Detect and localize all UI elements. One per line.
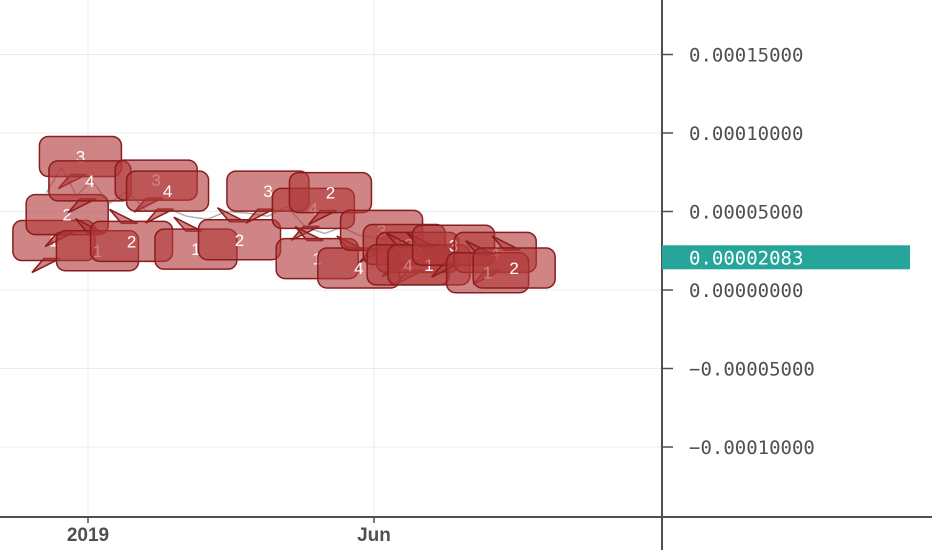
y-tick-label: −0.00005000 <box>689 359 815 381</box>
annotation-marker[interactable]: 2 <box>288 171 373 226</box>
last-value-marker: 0.00002083 <box>662 245 910 270</box>
annotation-label: 2 <box>235 231 244 250</box>
annotation-label: 2 <box>326 184 335 203</box>
annotation-marker[interactable]: 2 <box>197 207 282 261</box>
annotation-marker[interactable]: 4 <box>48 160 132 214</box>
x-axis-tick-labels: 2019 Jun <box>67 517 391 546</box>
y-tick-label: 0.00015000 <box>689 45 803 67</box>
y-axis-tick-labels: 0.00015000 0.00010000 0.00005000 0.00000000… <box>662 45 815 459</box>
y-tick-label: 0.00005000 <box>689 202 803 224</box>
last-value-badge <box>662 245 910 270</box>
y-tick-label: −0.00010000 <box>689 437 815 459</box>
y-tick-label: 0.00000000 <box>689 280 803 302</box>
annotation-label: 4 <box>85 172 94 191</box>
annotation-box <box>125 170 210 212</box>
annotation-label: 3 <box>263 182 272 201</box>
annotation-box <box>472 247 556 289</box>
annotation-label: 1 <box>191 240 200 259</box>
x-tick-label: 2019 <box>67 525 109 546</box>
y-tick-label: 0.00010000 <box>689 123 803 145</box>
annotation-label: 3 <box>76 148 85 167</box>
annotation-label: 4 <box>354 259 363 278</box>
annotation-marker[interactable]: 4 <box>125 170 210 224</box>
annotation-markers: 1234123412342143232413412 <box>12 135 556 294</box>
annotation-marker[interactable]: 2 <box>472 235 556 289</box>
annotation-label: 4 <box>163 182 172 201</box>
annotation-label: 2 <box>62 206 71 225</box>
x-tick-label: Jun <box>357 525 391 546</box>
annotation-label: 2 <box>509 259 518 278</box>
annotation-marker[interactable]: 2 <box>89 208 174 263</box>
annotation-box <box>288 171 373 214</box>
last-value-label: 0.00002083 <box>689 247 803 269</box>
annotation-label: 2 <box>127 232 136 251</box>
